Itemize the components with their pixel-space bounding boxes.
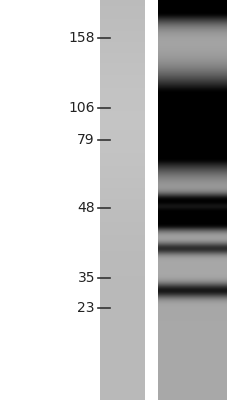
Text: 48: 48 [77, 201, 95, 215]
Text: 35: 35 [77, 271, 95, 285]
Text: 23: 23 [77, 301, 95, 315]
Text: 158: 158 [68, 31, 95, 45]
Text: 106: 106 [68, 101, 95, 115]
Text: 79: 79 [77, 133, 95, 147]
